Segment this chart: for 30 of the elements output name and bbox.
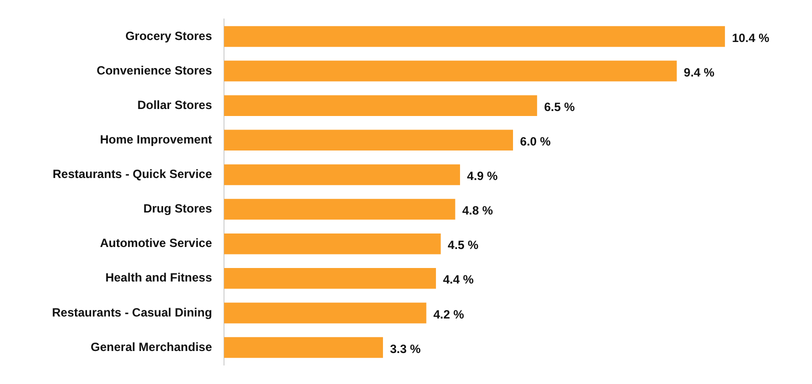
- y-tick-label: Dollar Stores: [137, 98, 212, 112]
- data-label: 10.4 %: [732, 30, 770, 45]
- data-label: 9.4 %: [684, 65, 715, 80]
- bar: [224, 164, 460, 186]
- y-tick-label: General Merchandise: [90, 340, 212, 354]
- data-label: 6.0 %: [520, 134, 552, 148]
- y-tick-label: Grocery Stores: [125, 28, 212, 43]
- data-label: 4.5 %: [448, 238, 479, 252]
- y-tick-label: Convenience Stores: [96, 63, 212, 78]
- y-tick-label: Health and Fitness: [105, 270, 212, 285]
- bar: [224, 198, 456, 220]
- bar: [224, 60, 677, 82]
- data-label: 6.5 %: [544, 100, 576, 114]
- y-tick-label: Restaurants - Quick Service: [52, 167, 212, 182]
- y-tick-label: Automotive Service: [100, 236, 212, 250]
- bar: [224, 302, 426, 324]
- data-label: 4.9 %: [467, 169, 498, 184]
- y-tick-label: Drug Stores: [143, 202, 212, 216]
- data-label: 4.8 %: [462, 204, 494, 218]
- bar: [224, 233, 441, 254]
- bar: [224, 268, 436, 289]
- data-label: 3.3 %: [390, 342, 421, 356]
- bar: [224, 26, 725, 47]
- bar: [224, 337, 383, 358]
- y-tick-label: Restaurants - Casual Dining: [52, 305, 212, 320]
- bar: [224, 130, 514, 151]
- bar: [224, 95, 538, 116]
- data-label: 4.2 %: [433, 307, 464, 322]
- data-label: 4.4 %: [442, 272, 474, 287]
- y-tick-label: Home Improvement: [100, 132, 212, 146]
